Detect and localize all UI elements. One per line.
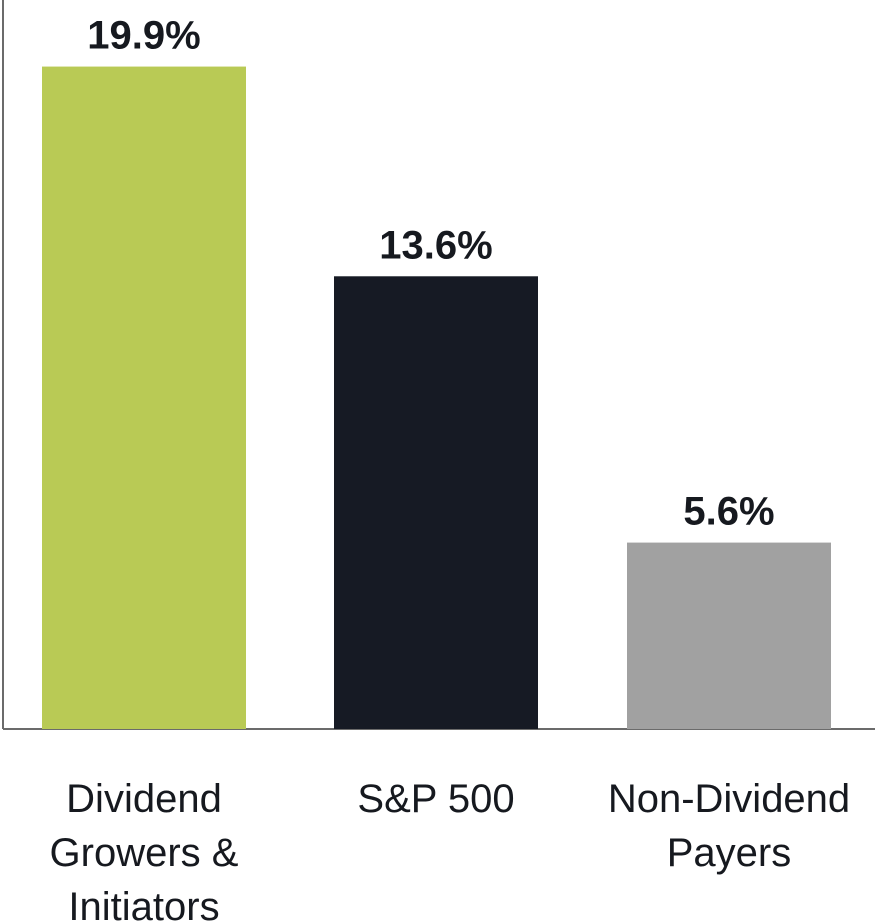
bar-0: [42, 66, 246, 730]
category-label-2: Non-Dividend Payers: [608, 777, 850, 875]
data-label-2: 5.6%: [683, 490, 774, 534]
category-label-1: S&P 500: [357, 777, 514, 821]
data-label-1: 13.6%: [379, 223, 492, 267]
bar-2: [627, 542, 831, 729]
data-label-0: 19.9%: [87, 14, 200, 58]
category-label-0: Dividend Growers & Initiators: [50, 777, 239, 923]
bar-1: [334, 276, 538, 729]
